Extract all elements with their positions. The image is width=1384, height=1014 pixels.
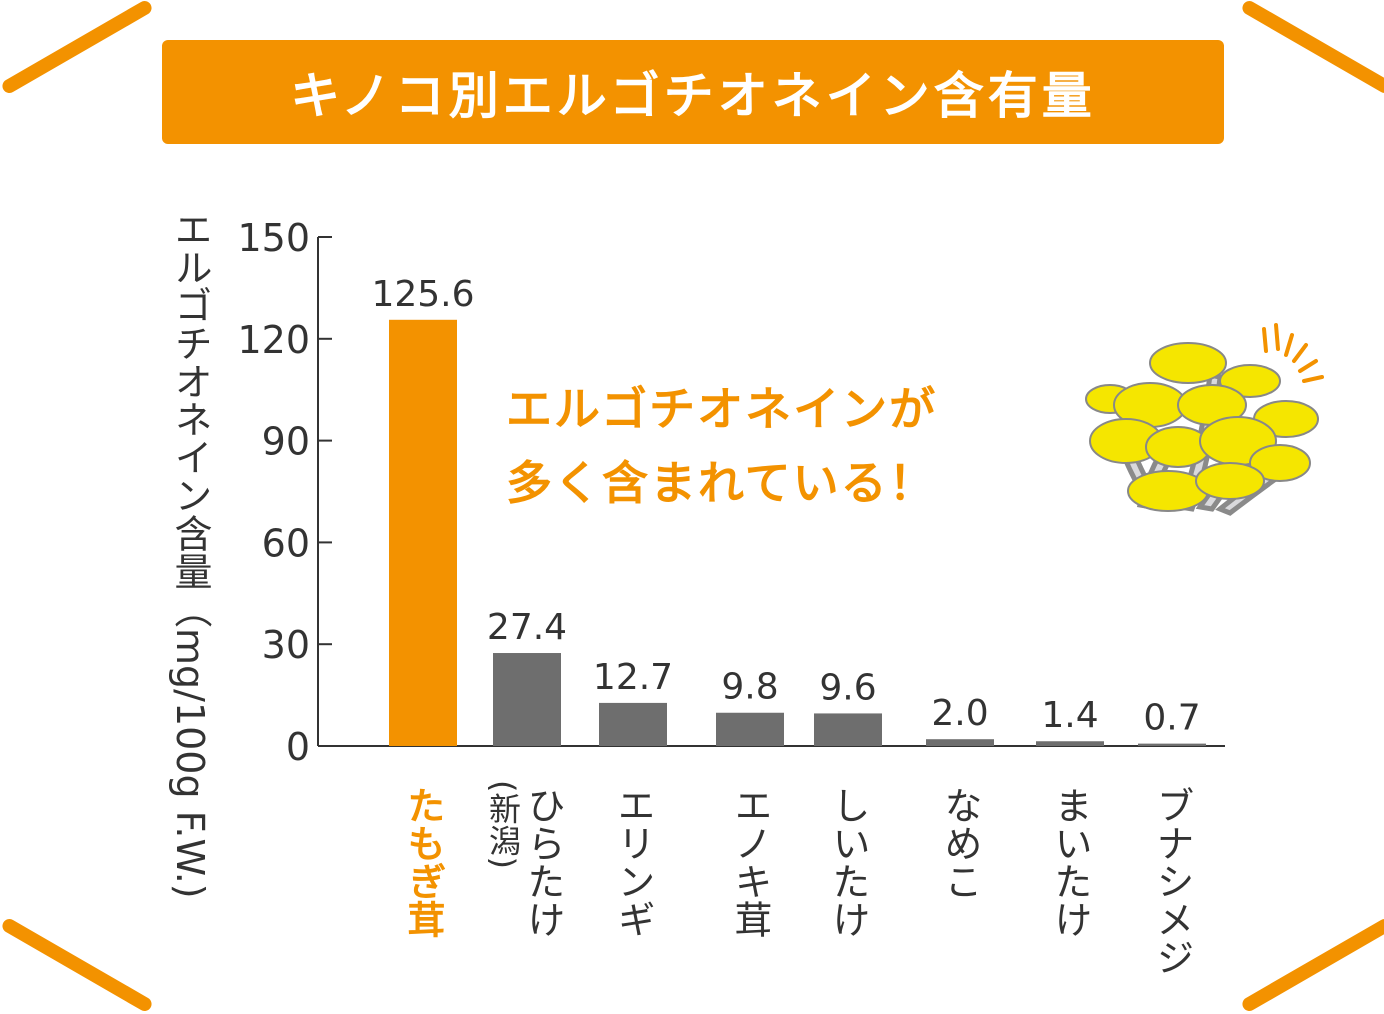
bar-value-label: 27.4 <box>487 607 567 648</box>
callout-text: エルゴチオネインが 多く含まれている！ <box>506 372 1066 520</box>
category-sublabel: (新潟) <box>484 780 522 869</box>
y-axis-label: エルゴチオネイン含量（mg/100g F.W.) <box>168 210 212 899</box>
category-label: ブナシメジ <box>1150 786 1194 976</box>
y-tick-label: 30 <box>262 623 310 667</box>
bar-value-label: 12.7 <box>593 657 673 698</box>
category-label: ひらたけ <box>521 786 565 938</box>
sparkle-lines <box>1262 323 1324 383</box>
category-label: なめこ <box>938 786 982 900</box>
bar-value-label: 0.7 <box>1143 698 1200 739</box>
bar <box>716 712 784 746</box>
bar-value-label: 2.0 <box>931 693 988 734</box>
y-tick-label: 150 <box>237 216 310 260</box>
y-tick-label: 90 <box>262 420 310 464</box>
category-label: たもぎ茸 <box>401 786 445 938</box>
bar <box>814 713 882 746</box>
bar <box>493 653 561 746</box>
bar-value-label: 1.4 <box>1041 695 1098 736</box>
bar <box>389 319 457 746</box>
callout-line-2: 多く含まれている！ <box>506 456 937 510</box>
category-label: エリンギ <box>611 786 655 938</box>
bar-value-label: 125.6 <box>371 274 474 315</box>
mushroom-caps <box>1085 342 1319 512</box>
bar <box>926 739 994 746</box>
y-tick-label: 60 <box>262 521 310 565</box>
title-banner: キノコ別エルゴチオネイン含有量 <box>162 40 1224 144</box>
category-label: まいたけ <box>1048 786 1092 938</box>
bar-value-label: 9.8 <box>721 667 778 708</box>
callout-line-1: エルゴチオネインが <box>506 382 938 436</box>
mushroom-cluster-illustration <box>1085 323 1324 516</box>
category-label: エノキ茸 <box>728 786 772 938</box>
y-tick-label: 0 <box>286 725 310 769</box>
chart-title: キノコ別エルゴチオネイン含有量 <box>290 67 1096 125</box>
bar-value-label: 9.6 <box>819 667 876 708</box>
category-label: しいたけ <box>826 786 870 938</box>
y-tick-label: 120 <box>237 318 310 362</box>
bar <box>599 702 667 746</box>
bar <box>1138 743 1206 746</box>
bar <box>1036 741 1104 746</box>
